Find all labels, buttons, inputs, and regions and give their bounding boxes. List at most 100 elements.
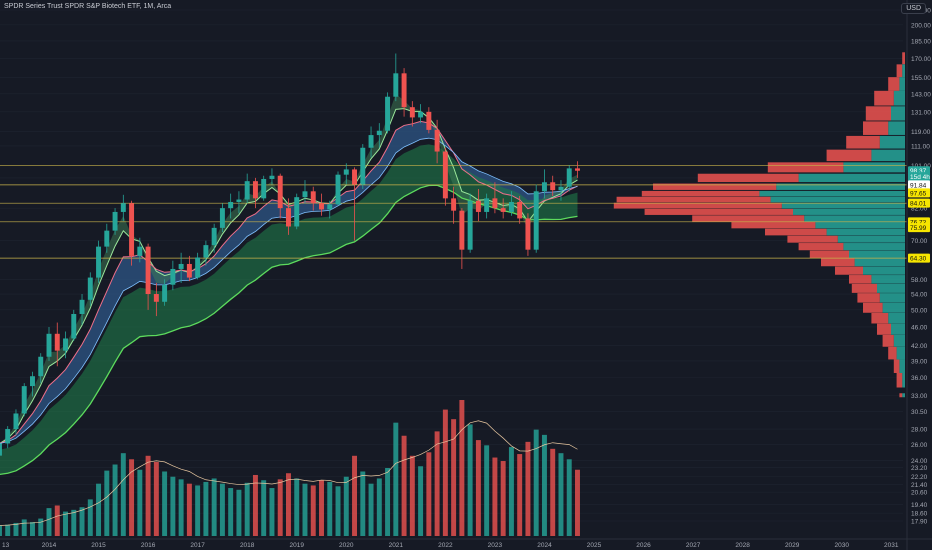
volume-bar — [550, 448, 556, 536]
candle-body — [418, 111, 424, 118]
candle — [170, 260, 176, 291]
volume-profile — [613, 52, 905, 398]
candle-body — [434, 129, 440, 152]
price-tag: 75.99 — [908, 223, 930, 233]
price-tag-box — [908, 253, 930, 263]
candle-body — [541, 182, 547, 192]
candle — [385, 92, 391, 134]
profile-bar-sell — [846, 135, 880, 149]
profile-bar-buy — [804, 215, 905, 222]
candle — [96, 240, 102, 283]
profile-bar-sell — [835, 266, 863, 275]
volume-bar — [409, 455, 415, 536]
x-tick-label: 13 — [2, 542, 10, 549]
y-tick-label: 18.60 — [911, 511, 928, 518]
candle — [434, 119, 440, 164]
currency-button[interactable]: USD — [901, 3, 926, 14]
price-tag-label: 98.37 — [910, 168, 927, 175]
price-tag-label: 76.72 — [910, 219, 927, 226]
profile-bar-buy — [899, 359, 905, 373]
volume-bar — [269, 488, 275, 536]
y-tick-label: 119.00 — [911, 129, 931, 136]
candle — [533, 184, 539, 253]
profile-bar-buy — [871, 275, 905, 284]
candle-body — [368, 135, 374, 148]
profile-bar-buy — [893, 90, 905, 106]
price-tag-label: 91.84 — [910, 182, 927, 189]
profile-bar-buy — [891, 323, 905, 335]
candle-body — [343, 169, 349, 175]
candle — [525, 213, 531, 256]
volume-bar — [120, 453, 126, 536]
volume-bar — [352, 455, 358, 536]
volume-bar — [104, 470, 110, 536]
candle-body — [294, 197, 300, 227]
x-tick-label: 2023 — [488, 542, 503, 549]
profile-bar-buy — [837, 235, 905, 243]
candle-body — [558, 186, 564, 191]
candle-body — [46, 333, 52, 357]
candle-body — [467, 200, 473, 250]
candle-body — [475, 200, 481, 212]
candle — [195, 252, 201, 280]
candle-body — [327, 204, 333, 210]
profile-bar-sell — [899, 393, 903, 398]
candle-body — [0, 443, 2, 456]
profile-bar-buy — [896, 346, 905, 360]
candle — [442, 147, 448, 206]
y-tick-label: 33.00 — [911, 393, 928, 400]
y-tick-label: 17.90 — [911, 519, 928, 526]
candle — [294, 193, 300, 230]
volume-bar — [492, 457, 498, 536]
volume-ma-line — [0, 420, 578, 526]
x-tick-label: 2014 — [42, 542, 57, 549]
candle — [21, 383, 27, 417]
volume-bar — [195, 485, 201, 536]
candle — [219, 203, 225, 233]
candle — [269, 168, 275, 185]
volume-bar — [211, 478, 217, 536]
volume-bar — [294, 478, 300, 536]
volume-bar — [541, 434, 547, 536]
candle — [285, 198, 291, 235]
candle-body — [96, 246, 102, 278]
y-tick-label: 23.20 — [911, 465, 928, 472]
profile-bar-buy — [902, 64, 905, 78]
volume-bar — [360, 471, 366, 536]
volume-bar — [500, 461, 506, 536]
profile-bar-sell — [644, 208, 793, 215]
profile-bar-sell — [798, 243, 844, 251]
profile-bar-sell — [826, 149, 872, 162]
candle — [244, 173, 250, 204]
candle-body — [79, 299, 85, 314]
volume-bar — [310, 485, 316, 536]
candle-body — [137, 246, 143, 256]
profile-bar-sell — [809, 250, 849, 259]
candle — [459, 208, 465, 269]
profile-bar-sell — [902, 52, 905, 65]
price-tag: 84.01 — [908, 198, 930, 208]
volume-bar — [46, 508, 52, 536]
volume-bar — [54, 505, 60, 536]
profile-bar-sell — [888, 77, 900, 91]
y-tick-label: 20.60 — [911, 490, 928, 497]
candle-body — [451, 198, 457, 211]
profile-bar-sell — [896, 372, 903, 388]
candle — [558, 180, 564, 201]
volume-bar — [13, 522, 19, 536]
candle — [492, 182, 498, 214]
profile-bar-sell — [821, 258, 855, 267]
volume-bar — [335, 486, 341, 536]
candle-body — [550, 182, 556, 191]
candle-body — [459, 210, 465, 250]
volume-bar — [137, 469, 143, 536]
y-tick-label: 185.00 — [911, 38, 931, 45]
candle-body — [63, 338, 68, 351]
price-tag-label: 75.99 — [910, 225, 927, 232]
candles — [0, 53, 580, 456]
candle-body — [492, 198, 498, 209]
volume-bar — [244, 482, 250, 536]
candle — [451, 186, 457, 224]
candle-body — [195, 257, 201, 278]
